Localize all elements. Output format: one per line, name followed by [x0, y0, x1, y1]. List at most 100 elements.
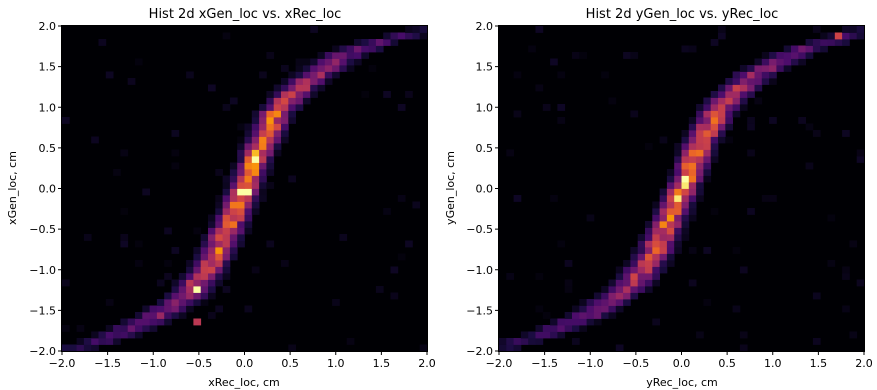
heatmap-cell — [229, 253, 238, 261]
heatmap-cell — [390, 39, 399, 46]
heatmap-cell — [237, 227, 245, 235]
heatmap-cell — [674, 162, 682, 170]
heatmap-cell — [593, 312, 602, 319]
heatmap-cell — [696, 117, 704, 124]
heatmap-cell — [710, 39, 719, 46]
heatmap-cell — [208, 292, 216, 300]
heatmap-cell — [791, 45, 799, 53]
heatmap-cell — [266, 182, 275, 189]
heatmap-cell — [513, 71, 522, 79]
heatmap-cell — [266, 156, 275, 163]
heatmap-cell — [805, 162, 814, 170]
heatmap-cell — [244, 162, 253, 170]
heatmap-cell — [120, 208, 129, 215]
heatmap-cell — [390, 292, 399, 300]
heatmap-cell — [769, 78, 777, 85]
heatmap-cell — [164, 292, 172, 300]
y-tick-label: 0.5 — [39, 142, 57, 155]
heatmap-cell — [659, 240, 668, 248]
heatmap-cell — [579, 312, 587, 319]
heatmap-cell — [171, 162, 180, 170]
heatmap-cell — [135, 318, 143, 326]
heatmap-cell — [812, 338, 821, 345]
heatmap-cell — [696, 182, 704, 189]
heatmap-cell — [528, 338, 536, 345]
heatmap-cell — [266, 91, 275, 98]
heatmap-cell — [703, 104, 712, 111]
heatmap-cell — [244, 227, 253, 235]
heatmap-cell — [696, 149, 704, 157]
heatmap-cell — [208, 214, 216, 222]
heatmap-cell — [608, 97, 617, 105]
heatmap-cell — [710, 97, 719, 105]
heatmap-cell — [601, 305, 609, 313]
heatmap-cell — [550, 318, 558, 326]
heatmap-cell — [754, 78, 763, 85]
heatmap-cell — [696, 156, 704, 163]
heatmap-cell — [761, 195, 770, 202]
heatmap-cell — [193, 279, 202, 287]
heatmap-cell — [615, 292, 624, 300]
heatmap-cell — [339, 65, 348, 72]
heatmap-cell — [710, 208, 719, 215]
heatmap-cell — [747, 65, 755, 72]
heatmap-cell — [281, 104, 289, 111]
heatmap-cell — [732, 97, 741, 105]
heatmap-cell — [383, 39, 391, 46]
heatmap-cell — [200, 253, 209, 261]
heatmap-cell — [805, 45, 814, 53]
heatmap-cell — [361, 91, 369, 98]
x-tick-label: 2.0 — [418, 357, 436, 370]
heatmap-cell — [710, 130, 719, 137]
heatmap-cell — [718, 91, 726, 98]
heatmap-cell — [288, 110, 296, 118]
heatmap-cell — [550, 331, 558, 339]
heatmap-cell — [295, 71, 304, 79]
heatmap-cell — [273, 110, 282, 118]
heatmap-cell — [142, 312, 150, 319]
heatmap-cell — [332, 71, 340, 79]
heatmap-cell — [98, 39, 107, 46]
heatmap-cell — [251, 266, 260, 274]
heatmap-cell — [215, 273, 223, 280]
heatmap-cell — [718, 26, 726, 33]
heatmap-cell — [681, 221, 690, 228]
heatmap-cell — [62, 344, 70, 352]
heatmap-cell — [535, 273, 544, 280]
heatmap-cell — [288, 71, 296, 79]
heatmap-cell — [237, 169, 245, 176]
heatmap-cell — [149, 312, 158, 319]
heatmap-cell — [572, 305, 580, 313]
heatmap-cell — [601, 299, 609, 306]
heatmap-cell — [645, 240, 653, 248]
y-tick-label: −1.5 — [29, 304, 56, 317]
heatmap-cell — [215, 169, 223, 176]
heatmap-cell — [557, 240, 566, 248]
heatmap-cell — [229, 214, 238, 222]
heatmap-cell — [718, 97, 726, 105]
heatmap-cell — [791, 58, 799, 66]
heatmap-cell — [251, 123, 260, 131]
heatmap-cell — [237, 143, 245, 150]
heatmap-cell — [761, 78, 770, 85]
heatmap-cell — [383, 32, 391, 40]
heatmap-cell — [703, 299, 712, 306]
heatmap-cell — [557, 71, 566, 79]
heatmap-cell — [674, 143, 682, 150]
heatmap-cell — [171, 286, 180, 293]
heatmap-cell — [229, 195, 238, 202]
heatmap-cell — [659, 234, 668, 241]
heatmap-cell — [295, 58, 304, 66]
heatmap-cell — [827, 39, 836, 46]
heatmap-cell — [259, 110, 267, 118]
heatmap-cell — [332, 299, 340, 306]
heatmap-cell — [324, 65, 333, 72]
heatmap-cell — [769, 52, 777, 59]
heatmap-cell — [550, 325, 558, 332]
heatmap-cell — [390, 266, 399, 274]
heatmap-cell — [725, 136, 733, 144]
heatmap-cell — [222, 266, 231, 274]
heatmap-cell — [710, 117, 719, 124]
heatmap-cell — [208, 279, 216, 287]
heatmap-cell — [237, 188, 245, 196]
